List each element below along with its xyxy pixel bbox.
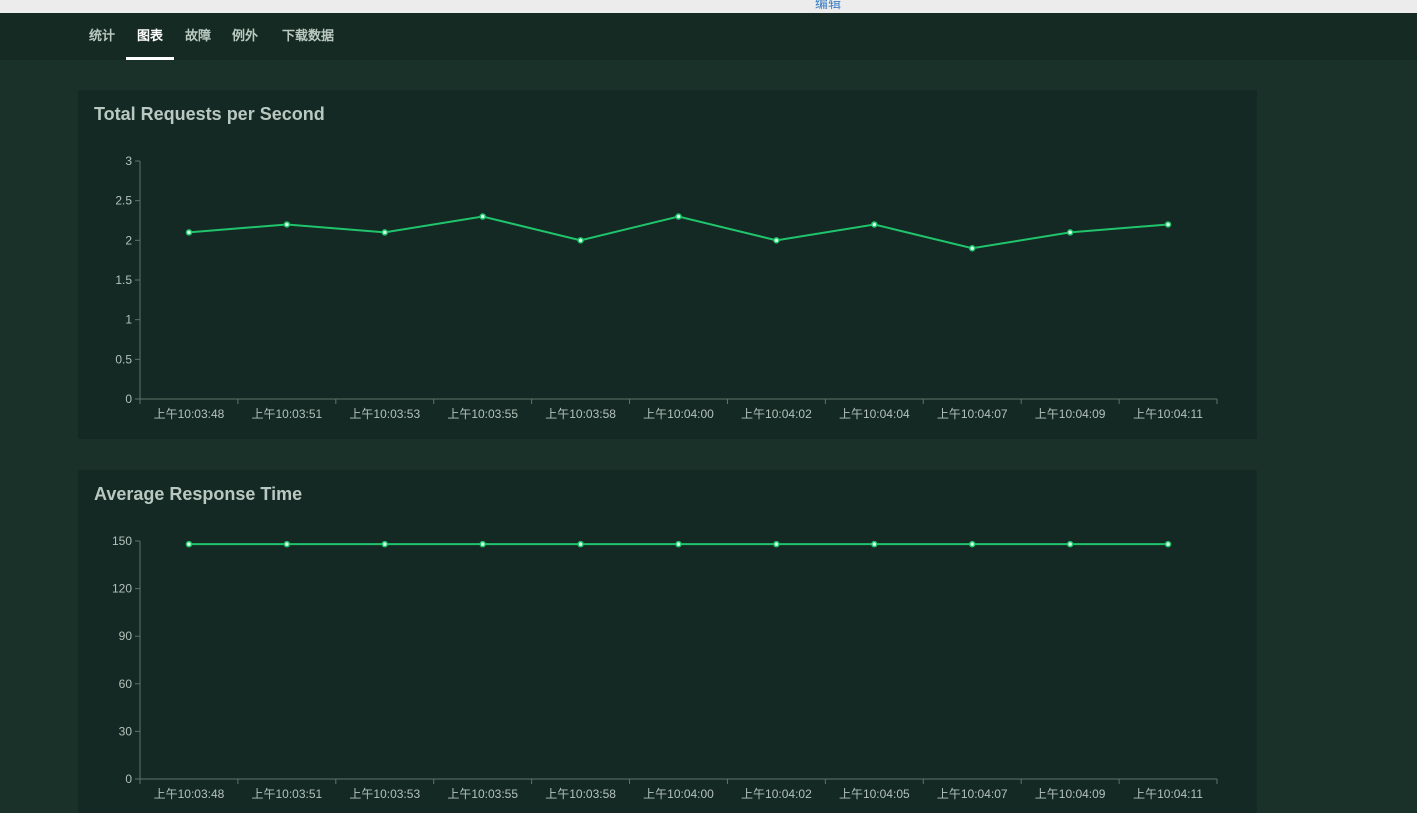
average-response-time-chart: 0 30 60 90 120 150 上午10:03:48 上午10:03:51 上午10:03… xyxy=(112,534,1218,801)
x-tick-label: 上午10:03:53 xyxy=(349,787,420,801)
x-tick-label: 上午10:04:07 xyxy=(937,787,1008,801)
data-point xyxy=(185,540,193,548)
tab-download-data[interactable]: 下载数据 xyxy=(281,29,334,44)
y-tick-label: 90 xyxy=(119,629,133,643)
x-tick-label: 上午10:04:07 xyxy=(937,407,1008,421)
x-tick-label: 上午10:04:02 xyxy=(741,407,812,421)
data-point xyxy=(675,213,682,220)
data-point xyxy=(773,540,780,548)
x-tick-label: 上午10:03:48 xyxy=(154,787,225,801)
data-point xyxy=(479,540,486,548)
tab-failures[interactable]: 故障 xyxy=(184,29,211,44)
chart-title: Average Response Time xyxy=(94,484,303,504)
x-tick-label: 上午10:04:05 xyxy=(839,787,910,801)
x-tick-label: 上午10:04:00 xyxy=(643,787,714,801)
tab-exceptions[interactable]: 例外 xyxy=(231,29,258,44)
data-point xyxy=(577,237,584,244)
y-tick-label: 60 xyxy=(119,677,133,691)
x-tick-label: 上午10:03:53 xyxy=(349,407,420,421)
browser-top-strip: 编辑 xyxy=(0,0,1417,13)
x-tick-label: 上午10:03:55 xyxy=(447,787,518,801)
x-tick-label: 上午10:03:55 xyxy=(447,407,518,421)
data-point xyxy=(381,540,389,548)
x-tick-label: 上午10:04:09 xyxy=(1035,407,1106,421)
data-point xyxy=(968,540,976,548)
data-point xyxy=(283,221,291,228)
x-tick-label: 上午10:03:58 xyxy=(545,407,616,421)
data-point xyxy=(871,221,878,228)
data-point xyxy=(773,237,780,244)
chart-title: Total Requests per Second xyxy=(94,104,325,124)
data-point xyxy=(283,540,291,548)
y-tick-label: 0 xyxy=(125,772,132,786)
data-point xyxy=(968,245,976,252)
data-point xyxy=(871,540,878,548)
x-tick-label: 上午10:03:51 xyxy=(252,787,323,801)
x-tick-label: 上午10:04:04 xyxy=(839,407,910,421)
data-point xyxy=(1066,540,1074,548)
data-point xyxy=(1164,221,1172,228)
data-point xyxy=(675,540,682,548)
y-tick-label: 120 xyxy=(112,582,132,596)
y-tick-label: 3 xyxy=(125,154,132,168)
series-line xyxy=(188,215,1169,250)
y-tick-label: 150 xyxy=(112,534,132,548)
data-point xyxy=(1066,229,1074,236)
y-tick-label: 1 xyxy=(125,313,132,327)
y-tick-label: 0.5 xyxy=(115,352,132,366)
chart-panel-requests: Total Requests per Second 0 0.5 1 1.5 2 2.5 3 上… xyxy=(78,90,1257,439)
data-point xyxy=(577,540,584,548)
x-tick-label: 上午10:03:51 xyxy=(252,407,323,421)
y-tick-label: 0 xyxy=(125,392,132,406)
y-tick-label: 2.5 xyxy=(115,194,132,208)
x-tick-label: 上午10:03:48 xyxy=(154,407,225,421)
x-tick-label: 上午10:04:00 xyxy=(643,407,714,421)
y-tick-label: 1.5 xyxy=(115,273,132,287)
y-tick-label: 30 xyxy=(119,724,133,738)
edit-link[interactable]: 编辑 xyxy=(815,0,842,12)
chart-panel-response-time: Average Response Time 0 30 60 90 120 150 上午10:… xyxy=(78,470,1257,813)
nav-bar: 统计 图表 故障 例外 下载数据 xyxy=(0,13,1417,60)
y-tick-label: 2 xyxy=(125,233,132,247)
requests-per-second-chart: 0 0.5 1 1.5 2 2.5 3 上午10:03:48 上午10:03:51 上午10:03… xyxy=(115,154,1218,421)
tab-stats[interactable]: 统计 xyxy=(88,29,115,44)
tab-charts[interactable]: 图表 xyxy=(126,13,174,60)
x-tick-label: 上午10:03:58 xyxy=(545,787,616,801)
data-point xyxy=(185,229,193,236)
x-tick-label: 上午10:04:11 xyxy=(1133,407,1203,421)
x-tick-label: 上午10:04:02 xyxy=(741,787,812,801)
x-tick-label: 上午10:04:09 xyxy=(1035,787,1106,801)
x-tick-label: 上午10:04:11 xyxy=(1133,787,1203,801)
data-point xyxy=(381,229,389,236)
data-point xyxy=(479,213,486,220)
data-point xyxy=(1164,540,1172,548)
